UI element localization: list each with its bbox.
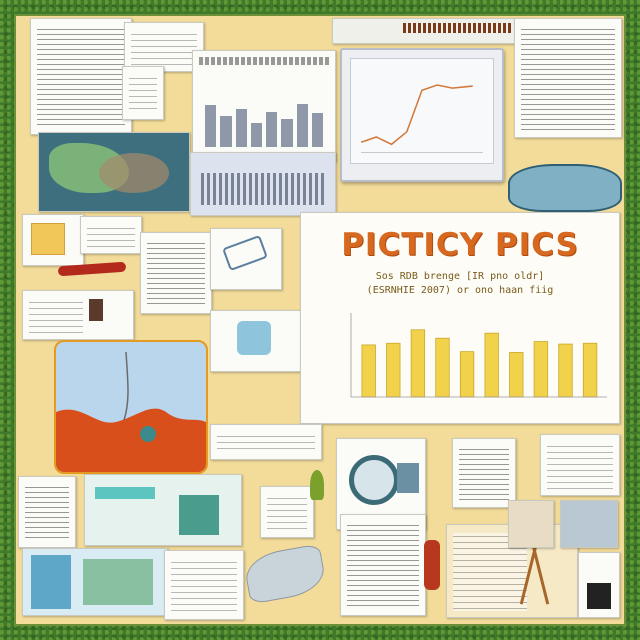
line-chart — [360, 84, 483, 153]
document-sheet — [164, 550, 244, 620]
line-chart-screen — [350, 58, 494, 164]
document-sheet — [80, 216, 142, 254]
chart-bar — [558, 343, 573, 398]
board-subtitle-1: Sos RDB brenge [IR pno oldr] — [375, 271, 545, 282]
globe-icon — [349, 455, 399, 505]
document-sheet — [578, 552, 620, 618]
board-subtitle-2: (ESRNHIE 2007) or ono haan fiig — [366, 285, 554, 296]
document-sheet — [340, 514, 426, 616]
chair-icon — [237, 321, 271, 355]
document-sheet — [332, 18, 534, 44]
document-sheet — [122, 66, 164, 120]
document-sheet — [124, 22, 204, 72]
computer-monitor — [340, 48, 504, 182]
document-sheet — [30, 18, 132, 135]
document-sheet — [452, 438, 516, 508]
document-sheet — [260, 486, 314, 538]
document-sheet — [540, 434, 620, 496]
chart-bar — [459, 351, 475, 398]
map-shape — [56, 351, 206, 472]
chart-bar — [509, 352, 524, 398]
bottle-icon — [424, 540, 440, 590]
document-sheet — [210, 310, 312, 372]
tools-icon — [222, 234, 268, 272]
cork-backing: PICTICY PICS Sos RDB brenge [IR pno oldr… — [14, 14, 626, 626]
mini-bar-chart — [205, 77, 323, 147]
document-sheet — [22, 290, 134, 340]
board-title: PICTICY PICS — [341, 227, 579, 263]
chart-bar — [435, 337, 450, 398]
chart-bar — [361, 344, 376, 398]
chart-bar — [533, 341, 549, 398]
device-illustration — [508, 164, 622, 212]
featured-chart-panel: PICTICY PICS Sos RDB brenge [IR pno oldr… — [300, 212, 620, 424]
shovel-icon — [310, 470, 324, 500]
scissors-icon — [242, 543, 328, 605]
document-sheet — [190, 152, 336, 216]
document-sheet — [210, 424, 322, 460]
document-sheet — [508, 500, 554, 548]
chart-bar — [410, 329, 426, 398]
document-sheet — [22, 548, 168, 616]
map-card — [38, 132, 190, 212]
document-sheet — [560, 500, 618, 548]
chart-bar — [582, 342, 598, 398]
document-sheet — [84, 474, 242, 546]
regional-map — [54, 340, 208, 474]
document-sheet — [18, 476, 76, 548]
document-sheet — [514, 18, 622, 138]
document-sheet — [210, 228, 282, 290]
chart-bar — [386, 342, 401, 398]
chart-bar — [484, 332, 499, 398]
bar-chart — [350, 313, 607, 398]
document-sheet — [22, 214, 84, 266]
mini-bar-chart-card — [192, 50, 336, 162]
document-sheet — [140, 232, 212, 314]
